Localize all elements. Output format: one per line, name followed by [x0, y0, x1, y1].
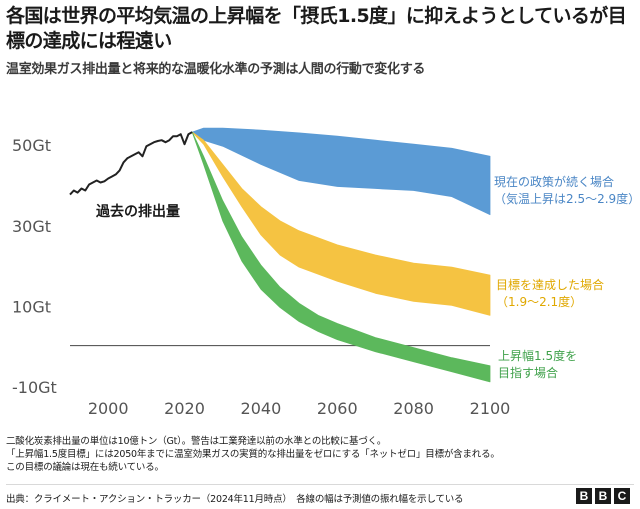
series-label-target: 目標を達成した場合 — [496, 277, 604, 292]
series-label-one_five: 上昇幅1.5度を — [498, 348, 577, 363]
series-label-current: 現在の政策が続く場合 — [494, 174, 614, 189]
series-label-current: （気温上昇は2.5～2.9度） — [494, 191, 640, 206]
footnote-line: 「上昇幅1.5度目標」には2050年までに温室効果ガスの実質的な排出量をゼロにす… — [6, 449, 500, 460]
footnotes: 二酸化炭素排出量の単位は10億トン（Gt）。警告は工業発達以前の水準との比較に基… — [6, 435, 636, 474]
history-label: 過去の排出量 — [95, 203, 180, 220]
band-target — [191, 131, 491, 316]
history-line — [69, 131, 193, 196]
footer-divider — [6, 484, 634, 485]
y-tick-label: 10Gt — [12, 297, 51, 316]
band-one_five — [191, 131, 491, 383]
x-tick-label: 2060 — [317, 399, 358, 418]
axis-layer: 50Gt 30Gt 10Gt -10Gt 2000 2020 2040 2060 2080 210… — [12, 136, 510, 418]
series-label-target: （1.9～2.1度） — [496, 294, 582, 309]
y-tick-label: -10Gt — [12, 378, 57, 397]
band-current — [191, 127, 491, 216]
x-tick-label: 2100 — [470, 399, 511, 418]
history-layer — [69, 131, 193, 196]
logo-letter: B — [595, 488, 611, 504]
chart-subtitle: 温室効果ガス排出量と将来的な温暖化水準の予測は人間の行動で変化する — [6, 62, 426, 77]
y-tick-label: 30Gt — [12, 217, 51, 236]
logo-letter: B — [576, 488, 592, 504]
x-tick-label: 2020 — [164, 399, 205, 418]
bbc-logo: B B C — [576, 488, 630, 504]
label-layer: 過去の排出量 現在の政策が続く場合 （気温上昇は2.5～2.9度） 目標を達成した場合… — [95, 174, 640, 380]
logo-letter: C — [614, 488, 630, 504]
x-tick-label: 2040 — [241, 399, 282, 418]
x-tick-label: 2080 — [393, 399, 434, 418]
source-text: 出典：クライメート・アクション・トラッカー（2024年11月時点） 各線の幅は予… — [6, 494, 464, 505]
footnote-line: 二酸化炭素排出量の単位は10億トン（Gt）。警告は工業発達以前の水準との比較に基… — [6, 436, 387, 447]
x-tick-label: 2000 — [88, 399, 129, 418]
footnote-line: この目標の議論は現在も続いている。 — [6, 462, 164, 473]
y-tick-label: 50Gt — [12, 136, 51, 155]
band-layer — [191, 127, 491, 383]
chart-title: 各国は世界の平均気温の上昇幅を「摂氏1.5度」に抑えようとしているが目標の達成に… — [6, 5, 627, 52]
series-label-one_five: 目指す場合 — [498, 365, 558, 380]
